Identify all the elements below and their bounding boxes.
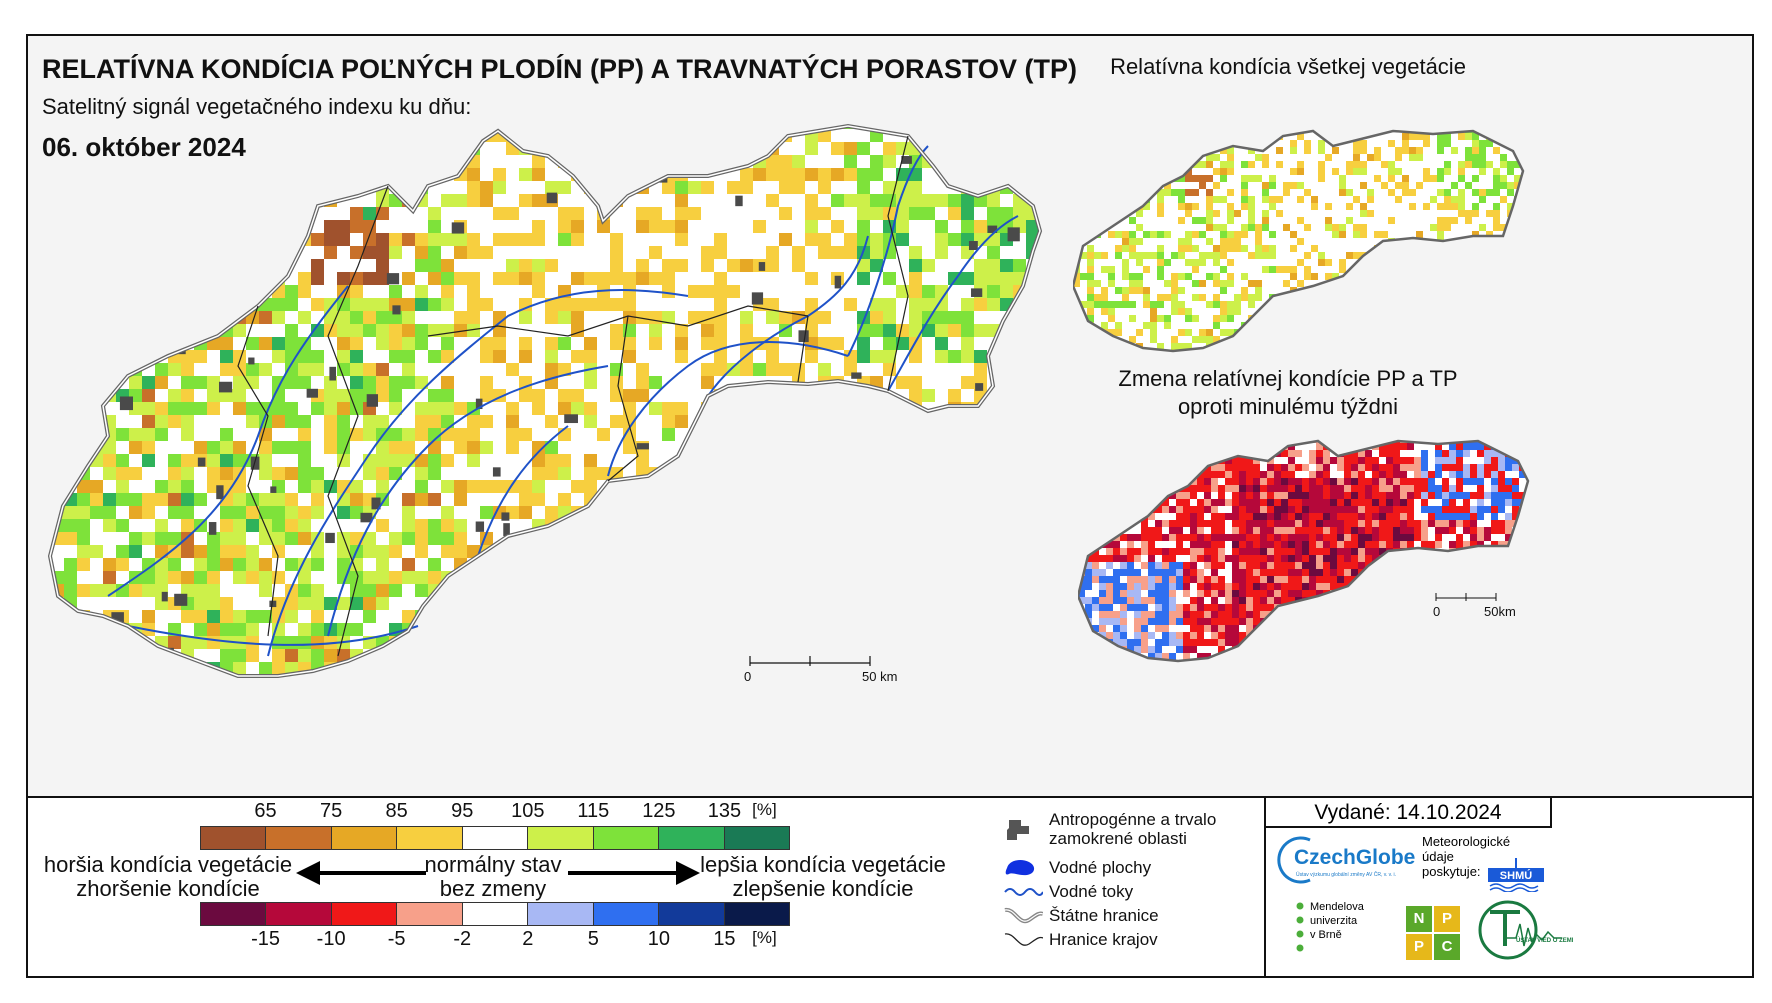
inset-all-vegetation-map xyxy=(1073,129,1525,353)
region-borders xyxy=(237,135,909,657)
normal-label-line1: normálny stav xyxy=(424,852,562,877)
legend-swatch xyxy=(723,827,789,849)
symbol-label-water-body: Vodné plochy xyxy=(1049,858,1152,877)
legend-swatch xyxy=(461,903,528,925)
inset-all-vegetation-title: Relatívna kondícia všetkej vegetácie xyxy=(1110,54,1466,79)
legend-swatch xyxy=(201,827,266,849)
symbol-label-urban-line1: Antropogénne a trvalo xyxy=(1049,810,1217,829)
legend-unit: [%] xyxy=(752,928,777,947)
symbol-label-urban-line2: zamokrené oblasti xyxy=(1049,829,1187,848)
map-subtitle: Satelitný signál vegetačného indexu ku d… xyxy=(42,94,472,119)
legend-tick-label: -15 xyxy=(251,928,280,950)
inset-scalebar-start: 0 xyxy=(1433,604,1441,619)
legend-swatch xyxy=(201,903,266,925)
right-arrow-icon xyxy=(568,861,700,885)
symbol-legend: Antropogénne a trvalo zamokrené oblasti … xyxy=(1003,810,1273,970)
shmu-logo: SHMÚ xyxy=(1486,858,1546,893)
legend-swatch xyxy=(592,903,659,925)
legend-tick-label: 95 xyxy=(451,800,474,822)
legend-tick-label: 135 xyxy=(707,800,742,822)
better-label-line2: zlepšenie kondície xyxy=(732,876,914,901)
change-tick-labels: -15 -10 -5 -2 2 5 10 15 [%] xyxy=(28,926,828,956)
czechglobe-logo: CzechGlobe Ústav výzkumu globální změny … xyxy=(1276,834,1426,886)
legend-swatch xyxy=(527,903,593,925)
legend-swatch xyxy=(658,903,724,925)
legend-swatch xyxy=(527,827,593,849)
legend-tick-label: 85 xyxy=(385,800,408,822)
condition-color-bar xyxy=(200,826,790,850)
symbol-label-river: Vodné toky xyxy=(1049,882,1134,901)
symbol-label-region-border: Hranice krajov xyxy=(1049,930,1158,949)
legend-swatch xyxy=(396,903,462,925)
legend-tick-label: -10 xyxy=(316,928,346,950)
legend-tick-label: 75 xyxy=(319,800,343,822)
legend-swatch xyxy=(723,903,789,925)
legend-tick-label: 105 xyxy=(511,800,545,822)
legend-area: 65 75 85 95 105 115 125 135 [%] horšia kondícia … xyxy=(28,796,1752,976)
legend-swatch xyxy=(592,827,659,849)
mendel-logo: Mendelova univerzita v Brně xyxy=(1294,900,1374,960)
legend-tick-label: 125 xyxy=(642,800,676,822)
legend-tick-label: 115 xyxy=(577,800,610,822)
issued-date: Vydané: 14.10.2024 xyxy=(1266,798,1552,828)
inset-scalebar xyxy=(1435,593,1497,601)
legend-swatch xyxy=(330,903,397,925)
state-border-icon xyxy=(1004,907,1043,924)
main-scalebar-end: 50 km xyxy=(862,669,898,684)
change-color-bar xyxy=(200,902,790,926)
meteo-text: Meteorologické údaje poskytuje: xyxy=(1422,834,1511,879)
legend-tick-label: 15 xyxy=(713,928,736,950)
better-label-line1: lepšia kondícia vegetácie xyxy=(700,852,946,877)
symbol-label-state-border: Štátne hranice xyxy=(1049,906,1159,925)
map-title: RELATÍVNA KONDÍCIA POĽNÝCH PLODÍN (PP) A… xyxy=(42,54,1078,84)
legend-unit: [%] xyxy=(752,800,777,819)
inset-change-title-line1: Zmena relatívnej kondície PP a TP xyxy=(1118,366,1458,391)
map-frame: RELATÍVNA KONDÍCIA POĽNÝCH PLODÍN (PP) A… xyxy=(26,34,1754,978)
legend-swatch xyxy=(265,827,331,849)
main-map xyxy=(47,123,1043,678)
legend-tick-label: 2 xyxy=(522,928,534,950)
uvz-logo: ÚSTAV VIED O ZEMI xyxy=(1476,898,1586,962)
main-scalebar-start: 0 xyxy=(744,669,752,684)
normal-label-line2: bez zmeny xyxy=(439,876,547,901)
legend-tick-label: -5 xyxy=(387,928,406,950)
inset-change-title-line2: oproti minulému týždni xyxy=(1177,394,1399,419)
info-box: Vydané: 14.10.2024 CzechGlobe Ústav výzk… xyxy=(1264,798,1752,976)
legend-swatch xyxy=(265,903,331,925)
condition-tick-labels: 65 75 85 95 105 115 125 135 [%] xyxy=(28,798,828,828)
worse-label-line2: zhoršenie kondície xyxy=(76,876,260,901)
region-border-icon xyxy=(1004,933,1043,946)
inset-scalebar-end: 50km xyxy=(1484,604,1516,619)
inset-change-map xyxy=(1078,439,1530,663)
legend-tick-label: 10 xyxy=(647,928,670,950)
legend-swatch xyxy=(658,827,724,849)
river-icon xyxy=(1004,888,1043,896)
water-body-icon xyxy=(1005,860,1035,876)
urban-area-icon xyxy=(1007,820,1029,840)
legend-swatch xyxy=(330,827,397,849)
left-arrow-icon xyxy=(296,861,426,885)
legend-swatch xyxy=(396,827,462,849)
legend-swatch xyxy=(461,827,528,849)
worse-label-line1: horšia kondícia vegetácie xyxy=(43,852,293,877)
legend-tick-label: 5 xyxy=(587,928,599,950)
legend-tick-label: 65 xyxy=(254,800,277,822)
nppc-logo: N P P C xyxy=(1406,906,1460,960)
main-scalebar xyxy=(749,656,871,666)
map-date: 06. október 2024 xyxy=(42,132,246,162)
legend-tick-label: -2 xyxy=(453,928,472,950)
